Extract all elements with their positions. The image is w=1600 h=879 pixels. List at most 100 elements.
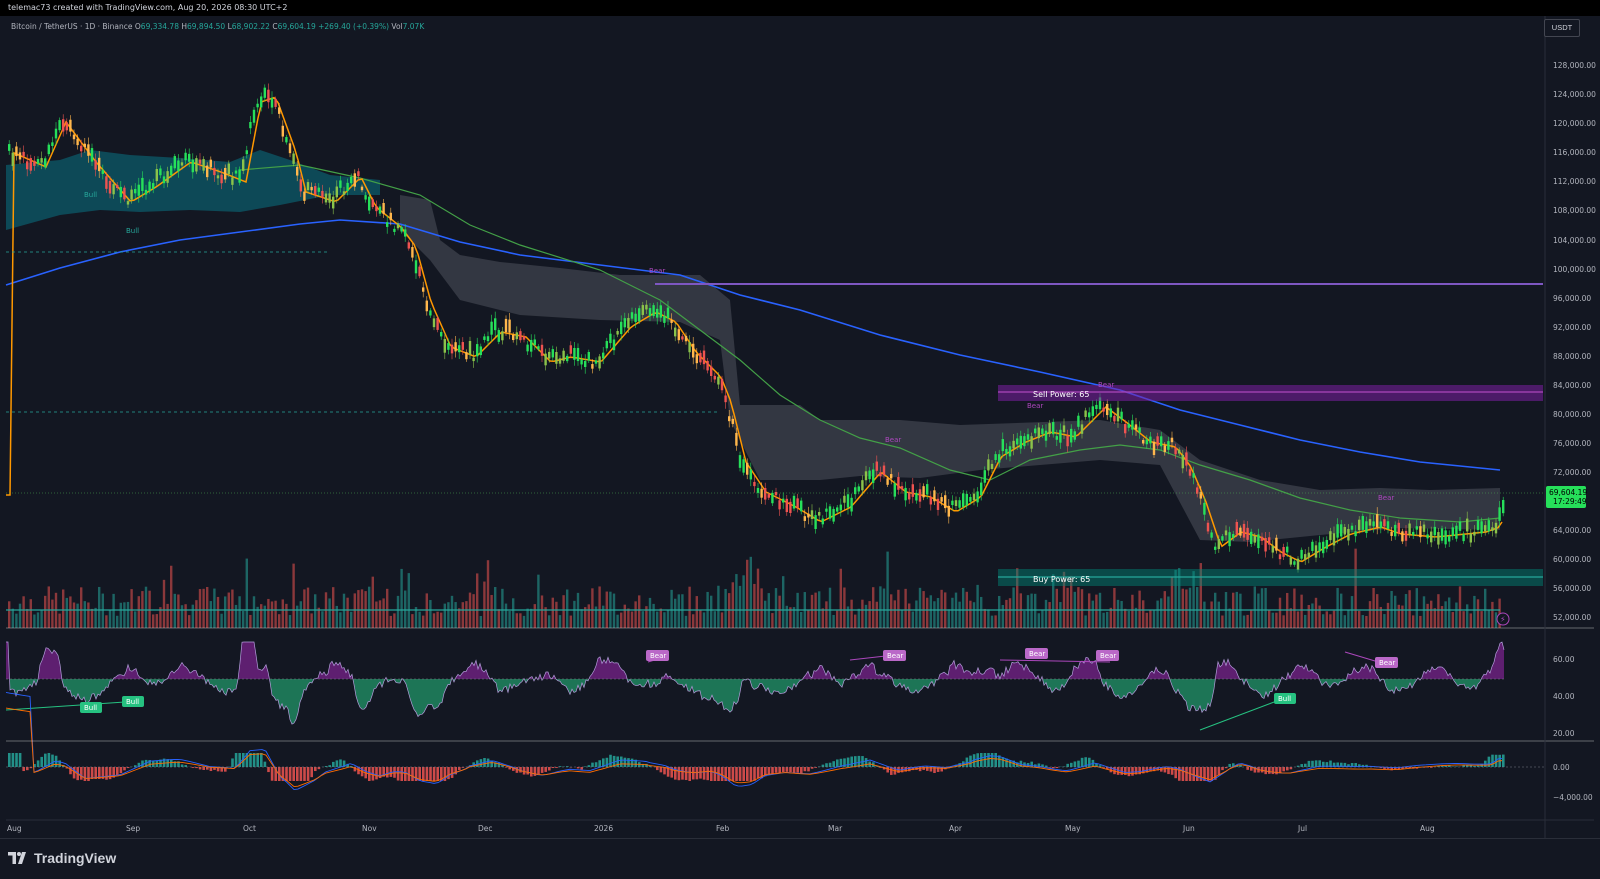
volume-bar	[1466, 604, 1468, 628]
footer-bar	[0, 838, 1600, 879]
volume-bar	[602, 606, 604, 628]
candle-body	[865, 471, 867, 480]
candle-body	[436, 318, 438, 330]
macd-histogram-bar	[1002, 757, 1005, 767]
svg-text:Bear: Bear	[1029, 650, 1045, 658]
macd-histogram-bar	[375, 767, 378, 779]
candle-body	[962, 493, 964, 507]
macd-histogram-bar	[696, 767, 699, 779]
candle-body	[102, 170, 104, 174]
macd-histogram-bar	[685, 767, 688, 780]
candle-body	[40, 158, 42, 162]
candle-body	[1102, 408, 1104, 412]
candle-body	[1293, 561, 1295, 564]
volume-bar	[570, 616, 572, 628]
volume-bar	[156, 614, 158, 628]
volume-bar	[375, 602, 377, 628]
candle-body	[804, 516, 806, 521]
time-tick-label: Aug	[7, 824, 22, 833]
volume-bar	[33, 614, 35, 628]
currency-button[interactable]: USDT	[1544, 19, 1580, 37]
macd-histogram-bar	[789, 767, 792, 772]
volume-bar	[105, 615, 107, 628]
candle-body	[228, 164, 230, 175]
volume-bar	[1437, 594, 1439, 628]
candle-body	[1056, 436, 1058, 440]
candle-body	[886, 478, 888, 484]
alert-icon[interactable]: ⚡	[1497, 613, 1509, 625]
macd-histogram-bar	[411, 767, 414, 781]
volume-bar	[688, 587, 690, 628]
volume-bar	[624, 605, 626, 628]
candle-body	[156, 169, 158, 181]
low-value: 68,902.22	[232, 22, 270, 31]
volume-bar	[1430, 601, 1432, 628]
volume-bar	[177, 594, 179, 628]
candle-body	[1066, 436, 1068, 446]
candle-body	[987, 459, 989, 470]
chart-canvas[interactable]: Sell Power: 65 Buy Power: 65 Bull Bull B…	[0, 0, 1600, 838]
volume-bar	[62, 589, 64, 628]
candle-body	[1214, 547, 1216, 550]
volume-bar	[962, 588, 964, 628]
candle-body	[1232, 534, 1234, 538]
candle-body	[1279, 554, 1281, 559]
time-tick-label: Aug	[1420, 824, 1435, 833]
svg-text:Bear: Bear	[1100, 652, 1116, 660]
volume-bar	[1239, 594, 1241, 628]
volume-bar	[746, 560, 748, 628]
macd-histogram-bar	[1272, 767, 1275, 774]
macd-histogram-bar	[771, 767, 774, 774]
candle-body	[1088, 412, 1090, 417]
macd-histogram-bar	[1128, 767, 1131, 776]
volume-bar	[447, 602, 449, 628]
volume-bar	[879, 586, 881, 628]
candle-body	[930, 497, 932, 505]
volume-bar	[681, 594, 683, 628]
candle-body	[1041, 429, 1043, 435]
volume-bar	[843, 587, 845, 628]
price-tick-label: 64,000.00	[1553, 526, 1591, 535]
candle-body	[1128, 424, 1130, 428]
candle-body	[404, 229, 406, 236]
volume-bar	[1362, 615, 1364, 628]
candle-body	[1048, 423, 1050, 434]
candle-body	[1268, 537, 1270, 544]
symbol-legend[interactable]: Bitcoin / TetherUS · 1D · Binance O69,33…	[11, 22, 424, 31]
candle-body	[710, 366, 712, 376]
volume-bar	[1218, 602, 1220, 628]
volume-bar	[1326, 611, 1328, 628]
candle-body	[242, 159, 244, 171]
candle-body	[544, 354, 546, 366]
candle-body	[991, 464, 993, 469]
volume-bar	[76, 604, 78, 628]
volume-bar	[732, 582, 734, 628]
candle-body	[51, 142, 53, 146]
rsi-bear-tag-2: Bear	[883, 650, 906, 661]
candle-body	[256, 104, 258, 108]
volume-bar	[1279, 598, 1281, 628]
candle-body	[1437, 532, 1439, 545]
volume-bar	[1405, 594, 1407, 628]
volume-bar	[1376, 594, 1378, 628]
volume-bar	[1477, 599, 1479, 628]
volume-bar	[861, 600, 863, 628]
candle-body	[1426, 534, 1428, 538]
candle-body	[1318, 542, 1320, 551]
volume-bar	[807, 611, 809, 628]
volume-bar	[357, 590, 359, 628]
candle-body	[616, 331, 618, 335]
close-value: 69,604.19	[278, 22, 316, 31]
price-axis[interactable]: 128,000.00124,000.00120,000.00116,000.00…	[1553, 61, 1596, 802]
volume-bar	[753, 584, 755, 628]
candle-body	[1207, 523, 1209, 532]
volume-bar	[1300, 595, 1302, 628]
candle-body	[1038, 427, 1040, 438]
volume-bar	[339, 612, 341, 628]
volume-bar	[390, 616, 392, 628]
macd-histogram-bar	[91, 767, 94, 779]
candle-body	[951, 501, 953, 505]
candle-body	[1236, 522, 1238, 535]
candle-body	[1297, 559, 1299, 570]
